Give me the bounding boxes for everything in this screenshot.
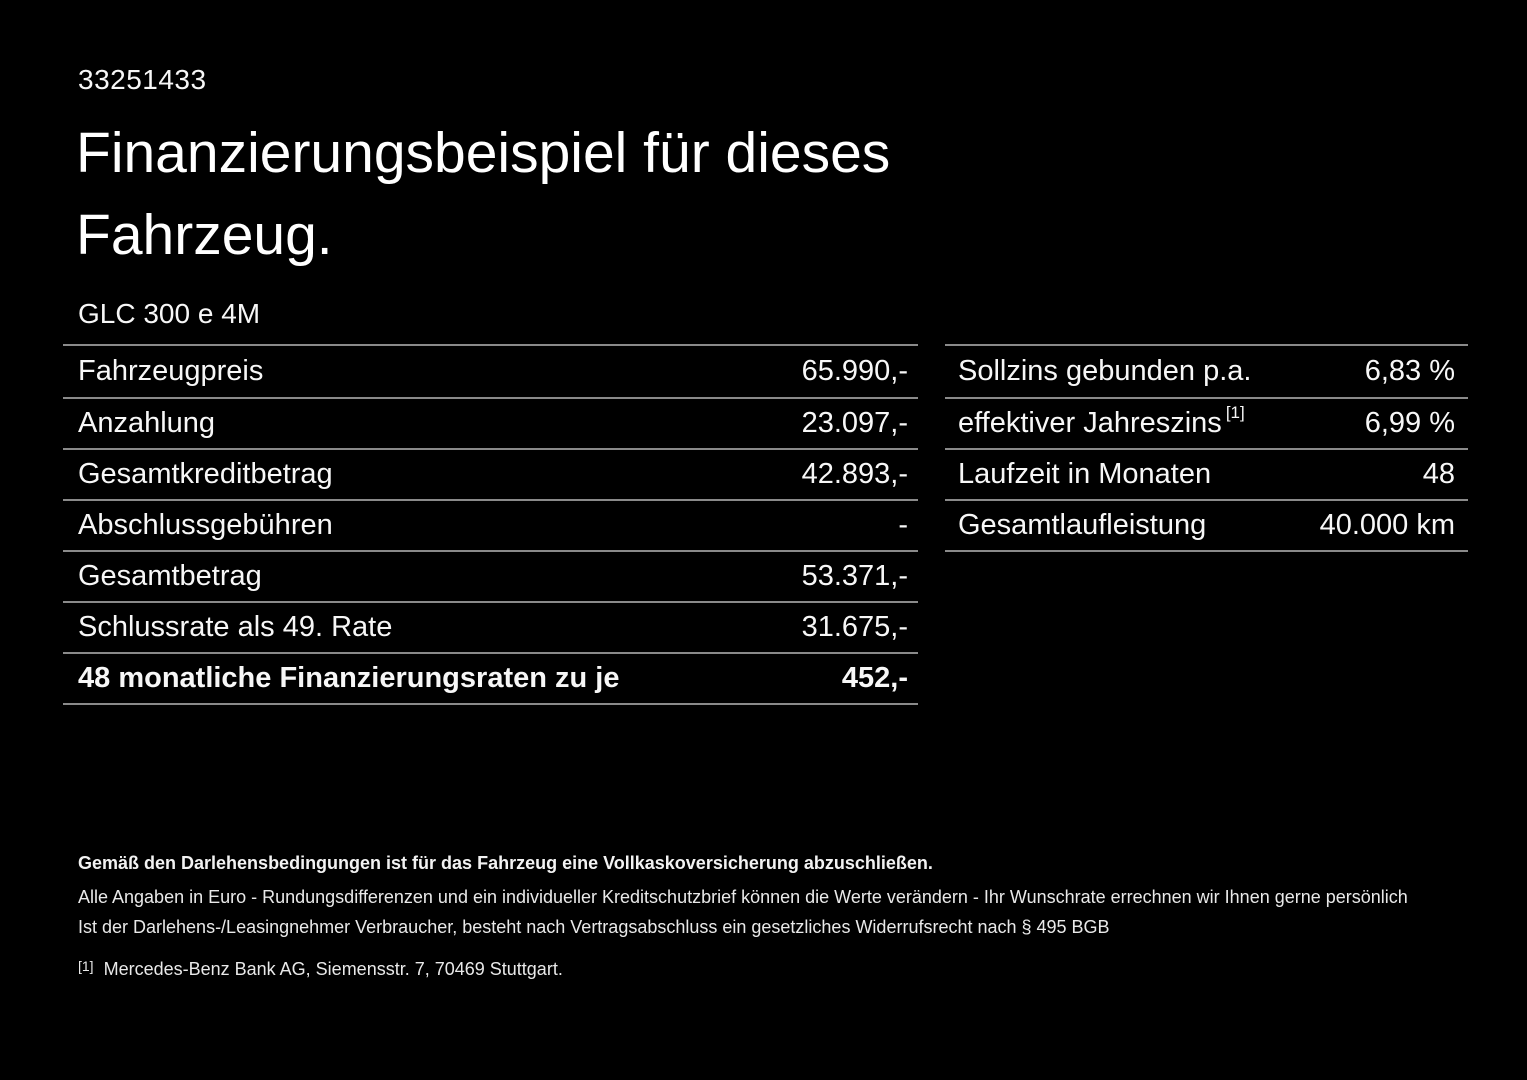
table-row: Abschlussgebühren - xyxy=(63,499,918,550)
row-value: 23.097,- xyxy=(801,407,908,439)
row-value: 42.893,- xyxy=(801,458,908,490)
table-row: Sollzins gebunden p.a. 6,83 % xyxy=(945,346,1468,397)
vehicle-model: GLC 300 e 4M xyxy=(78,298,261,329)
document-id: 33251433 xyxy=(78,64,207,95)
page-title-line2: Fahrzeug. xyxy=(76,203,333,267)
table-row: Gesamtbetrag 53.371,- xyxy=(63,550,918,601)
row-label: effektiver Jahreszins [1] xyxy=(958,403,1245,439)
page-title: Finanzierungsbeispiel für dieses Fahrzeu… xyxy=(76,112,890,276)
page-title-line1: Finanzierungsbeispiel für dieses xyxy=(76,121,891,185)
table-row: Schlussrate als 49. Rate 31.675,- xyxy=(63,601,918,652)
table-row: 48 monatliche Finanzierungsraten zu je 4… xyxy=(63,652,918,703)
withdrawal-right-note: Ist der Darlehens-/Leasingnehmer Verbrau… xyxy=(78,917,1110,937)
row-label: Schlussrate als 49. Rate xyxy=(78,611,393,643)
footnote-marker: [1] xyxy=(78,958,94,974)
table-row: Fahrzeugpreis 65.990,- xyxy=(63,346,918,397)
row-label: Sollzins gebunden p.a. xyxy=(958,355,1252,387)
row-label: Gesamtlaufleistung xyxy=(958,509,1207,541)
euro-disclaimer-note: Alle Angaben in Euro - Rundungsdifferenz… xyxy=(78,887,1408,907)
footnote-reference: [1] xyxy=(1225,403,1245,422)
insurance-requirement-note: Gemäß den Darlehensbedingungen ist für d… xyxy=(78,853,933,873)
row-label: Anzahlung xyxy=(78,407,216,439)
row-value: 452,- xyxy=(841,662,908,694)
row-value: 65.990,- xyxy=(801,355,908,387)
row-value: 6,83 % xyxy=(1364,355,1455,387)
row-value: 53.371,- xyxy=(801,560,908,592)
row-value: 6,99 % xyxy=(1364,407,1455,439)
row-value: 31.675,- xyxy=(801,611,908,643)
table-row: Laufzeit in Monaten 48 xyxy=(945,448,1468,499)
financing-costs-table: Fahrzeugpreis 65.990,- Anzahlung 23.097,… xyxy=(63,344,918,705)
row-label: Laufzeit in Monaten xyxy=(958,458,1212,490)
row-label: Abschlussgebühren xyxy=(78,509,333,541)
table-row: Anzahlung 23.097,- xyxy=(63,397,918,448)
row-label: Gesamtkreditbetrag xyxy=(78,458,333,490)
footnote-text: Mercedes-Benz Bank AG, Siemensstr. 7, 70… xyxy=(103,959,563,979)
financing-terms-table: Sollzins gebunden p.a. 6,83 % effektiver… xyxy=(945,344,1468,552)
table-row: Gesamtkreditbetrag 42.893,- xyxy=(63,448,918,499)
row-label: 48 monatliche Finanzierungsraten zu je xyxy=(78,662,620,694)
row-value: 40.000 km xyxy=(1319,509,1455,541)
bank-footnote: [1] Mercedes-Benz Bank AG, Siemensstr. 7… xyxy=(78,954,1478,985)
row-label: Fahrzeugpreis xyxy=(78,355,264,387)
table-row: effektiver Jahreszins [1] 6,99 % xyxy=(945,397,1468,448)
table-row: Gesamtlaufleistung 40.000 km xyxy=(945,499,1468,550)
legal-footer: Gemäß den Darlehensbedingungen ist für d… xyxy=(78,848,1478,985)
row-label: Gesamtbetrag xyxy=(78,560,262,592)
row-value: 48 xyxy=(1422,458,1455,490)
row-value: - xyxy=(898,509,908,541)
